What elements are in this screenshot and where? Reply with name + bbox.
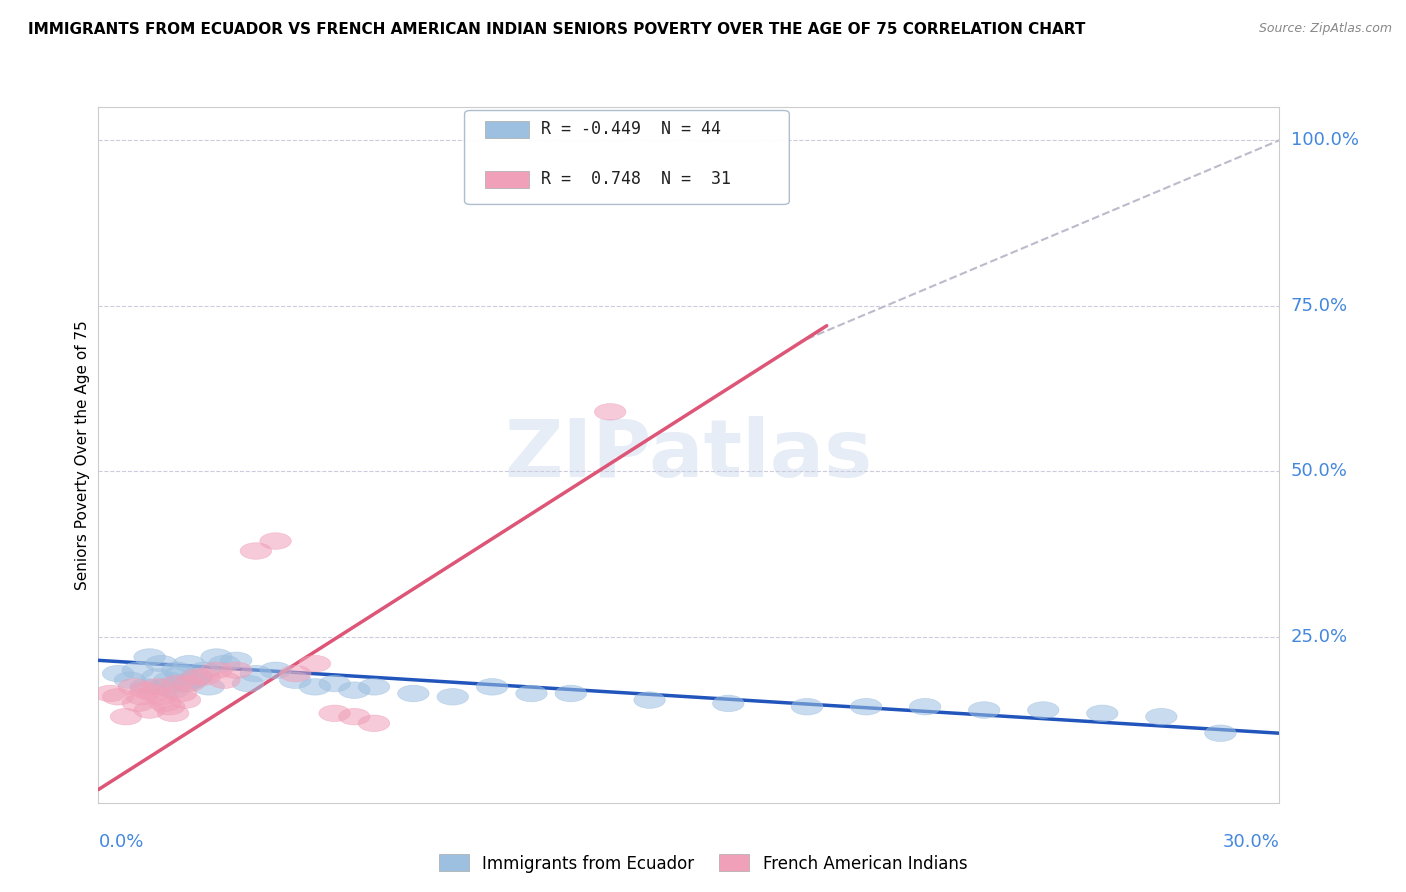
Ellipse shape [634,692,665,708]
Ellipse shape [299,656,330,672]
Ellipse shape [166,685,197,702]
Ellipse shape [595,403,626,420]
Ellipse shape [110,708,142,725]
Ellipse shape [153,698,186,715]
Ellipse shape [169,675,201,692]
Ellipse shape [969,702,1000,718]
Y-axis label: Seniors Poverty Over the Age of 75: Seniors Poverty Over the Age of 75 [75,320,90,590]
Ellipse shape [142,679,173,695]
Ellipse shape [437,689,468,705]
Ellipse shape [359,679,389,695]
Ellipse shape [477,679,508,695]
Ellipse shape [122,662,153,679]
Ellipse shape [319,675,350,692]
Text: Source: ZipAtlas.com: Source: ZipAtlas.com [1258,22,1392,36]
Ellipse shape [516,685,547,702]
Ellipse shape [398,685,429,702]
Ellipse shape [177,672,208,689]
Ellipse shape [232,675,264,692]
Ellipse shape [188,669,221,685]
Text: 0.0%: 0.0% [98,833,143,851]
Text: 75.0%: 75.0% [1291,297,1348,315]
Ellipse shape [181,669,212,685]
Ellipse shape [193,679,225,695]
Ellipse shape [1087,705,1118,722]
Ellipse shape [1028,702,1059,718]
Legend: Immigrants from Ecuador, French American Indians: Immigrants from Ecuador, French American… [432,847,974,880]
Ellipse shape [122,695,153,712]
Text: 100.0%: 100.0% [1291,131,1358,149]
Text: 30.0%: 30.0% [1223,833,1279,851]
Ellipse shape [157,705,188,722]
Ellipse shape [1146,708,1177,725]
Ellipse shape [910,698,941,715]
Ellipse shape [319,705,350,722]
Ellipse shape [339,681,370,698]
Ellipse shape [146,689,177,705]
Ellipse shape [146,656,177,672]
Ellipse shape [208,656,240,672]
Ellipse shape [851,698,882,715]
Ellipse shape [153,672,186,689]
Text: IMMIGRANTS FROM ECUADOR VS FRENCH AMERICAN INDIAN SENIORS POVERTY OVER THE AGE O: IMMIGRANTS FROM ECUADOR VS FRENCH AMERIC… [28,22,1085,37]
FancyBboxPatch shape [464,111,789,204]
Ellipse shape [359,715,389,731]
Ellipse shape [166,665,197,681]
Text: ZIPatlas: ZIPatlas [505,416,873,494]
Ellipse shape [339,708,370,725]
Ellipse shape [138,685,169,702]
Ellipse shape [129,679,162,695]
Ellipse shape [173,656,205,672]
Ellipse shape [134,648,166,665]
Ellipse shape [94,685,127,702]
Ellipse shape [134,702,166,718]
Ellipse shape [299,679,330,695]
Ellipse shape [188,662,221,679]
Ellipse shape [149,695,181,712]
Ellipse shape [157,681,188,698]
Ellipse shape [555,685,586,702]
Ellipse shape [792,698,823,715]
Ellipse shape [280,665,311,681]
Ellipse shape [240,665,271,681]
Ellipse shape [169,692,201,708]
Ellipse shape [162,675,193,692]
Ellipse shape [713,695,744,712]
Ellipse shape [221,662,252,679]
Ellipse shape [181,669,212,685]
Ellipse shape [162,662,193,679]
Ellipse shape [260,533,291,549]
Ellipse shape [260,662,291,679]
Ellipse shape [118,679,149,695]
Ellipse shape [173,675,205,692]
Ellipse shape [1205,725,1236,741]
Ellipse shape [142,669,173,685]
Ellipse shape [103,665,134,681]
Ellipse shape [201,662,232,679]
Ellipse shape [149,679,181,695]
Bar [485,121,530,138]
Ellipse shape [201,648,232,665]
Ellipse shape [103,689,134,705]
Bar [485,171,530,188]
Text: R = -0.449  N = 44: R = -0.449 N = 44 [541,120,721,138]
Ellipse shape [208,672,240,689]
Ellipse shape [129,681,162,698]
Text: 25.0%: 25.0% [1291,628,1348,646]
Ellipse shape [114,672,146,689]
Ellipse shape [221,652,252,669]
Text: R =  0.748  N =  31: R = 0.748 N = 31 [541,170,731,188]
Text: 50.0%: 50.0% [1291,462,1347,481]
Ellipse shape [240,542,271,559]
Ellipse shape [280,672,311,689]
Ellipse shape [127,689,157,705]
